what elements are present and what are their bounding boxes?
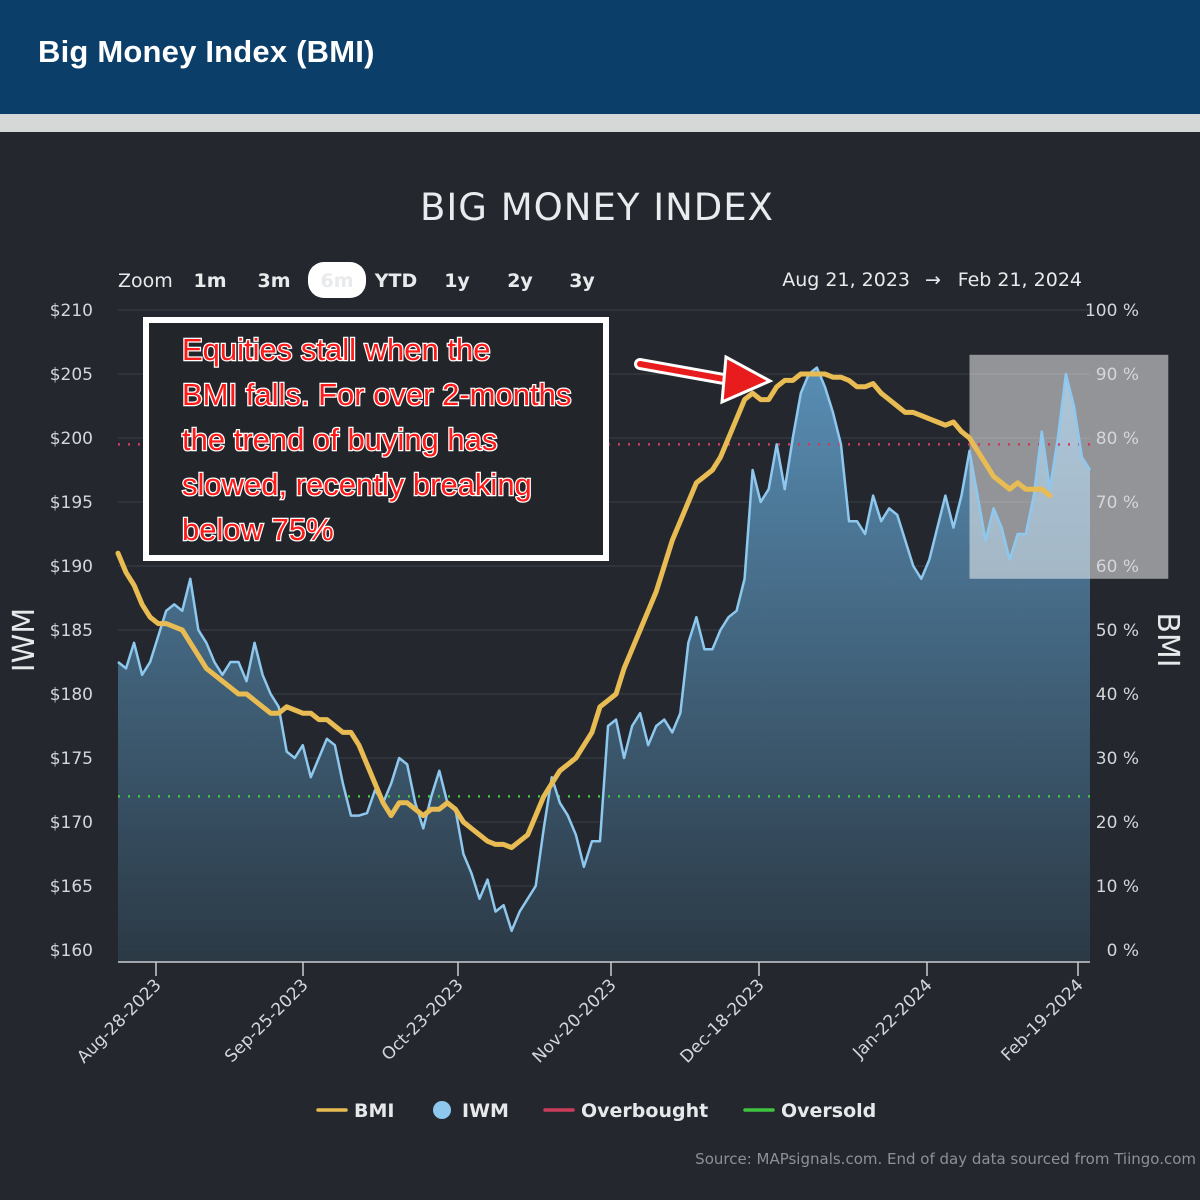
x-tick-label: Sep-25-2023 <box>221 975 312 1066</box>
x-tick-label: Oct-23-2023 <box>378 975 467 1064</box>
y-right-tick-label: 100 % <box>1085 301 1139 321</box>
y-right-tick-label: 0 % <box>1107 941 1139 961</box>
legend-item-bmi[interactable]: BMI <box>316 1100 394 1122</box>
y-right-tick-label: 50 % <box>1096 621 1139 641</box>
y-right-tick-label: 90 % <box>1096 365 1139 385</box>
zoom-option-3y[interactable]: 3y <box>569 270 595 292</box>
y-left-tick-label: $210 <box>50 301 93 321</box>
source-note: Source: MAPsignals.com. End of day data … <box>695 1150 1196 1168</box>
y-right-tick-label: 70 % <box>1096 493 1139 513</box>
y-left-tick-label: $160 <box>50 941 93 961</box>
bmi-line <box>115 371 1053 851</box>
highlight-box <box>969 354 1169 579</box>
y-right-tick-label: 80 % <box>1096 429 1139 449</box>
legend-item-overbought[interactable]: Overbought <box>543 1100 708 1122</box>
legend-label-bmi: BMI <box>354 1100 394 1122</box>
legend-item-iwm[interactable]: IWM <box>433 1100 509 1122</box>
y-right-axis-label: BMI <box>1150 612 1185 667</box>
annotation-arrow <box>634 354 774 405</box>
y-right-tick-label: 60 % <box>1096 557 1139 577</box>
x-tick-label: Jan-22-2024 <box>849 975 937 1063</box>
arrow-shaft <box>637 361 738 384</box>
y-right-tick-label: 40 % <box>1096 685 1139 705</box>
annotation-box <box>143 317 609 561</box>
y-left-tick-label: $200 <box>50 429 93 449</box>
x-tick-label: Feb-19-2024 <box>998 975 1088 1065</box>
legend-label-iwm: IWM <box>462 1100 509 1122</box>
zoom-option-1y[interactable]: 1y <box>444 270 470 292</box>
y-left-tick-label: $170 <box>50 813 93 833</box>
annotation-line: BMI falls. For over 2-months <box>182 377 571 412</box>
x-tick-label: Aug-28-2023 <box>73 975 165 1067</box>
legend-swatch-iwm <box>433 1101 451 1119</box>
zoom-selected-highlight <box>308 262 366 298</box>
annotation-line: the trend of buying has <box>182 422 497 457</box>
y-left-tick-label: $195 <box>50 493 93 513</box>
y-left-tick-label: $185 <box>50 621 93 641</box>
y-left-tick-label: $175 <box>50 749 93 769</box>
x-tick-label: Dec-18-2023 <box>677 975 769 1067</box>
header-bar: Big Money Index (BMI) <box>0 0 1200 114</box>
range-to: Feb 21, 2024 <box>958 269 1082 291</box>
zoom-option-2y[interactable]: 2y <box>507 270 533 292</box>
y-left-axis-label: IWM <box>7 608 42 672</box>
range-from: Aug 21, 2023 <box>782 269 910 291</box>
chart-title: BIG MONEY INDEX <box>420 186 774 229</box>
legend-item-oversold[interactable]: Oversold <box>743 1100 876 1122</box>
arrow-head <box>720 354 774 405</box>
annotation-line: below 75% <box>182 512 334 547</box>
iwm-area <box>118 367 1090 963</box>
y-left-tick-label: $190 <box>50 557 93 577</box>
page-title: Big Money Index (BMI) <box>38 34 375 69</box>
legend-label-overbought: Overbought <box>581 1100 708 1122</box>
y-left-tick-label: $165 <box>50 877 93 897</box>
header-divider <box>0 114 1200 132</box>
zoom-option-ytd[interactable]: YTD <box>374 270 418 292</box>
x-tick-label: Nov-20-2023 <box>529 975 621 1067</box>
y-right-tick-label: 10 % <box>1096 877 1139 897</box>
y-right-tick-label: 30 % <box>1096 749 1139 769</box>
zoom-option-3m[interactable]: 3m <box>257 270 290 292</box>
zoom-label: Zoom <box>118 270 173 292</box>
y-right-tick-label: 20 % <box>1096 813 1139 833</box>
zoom-option-6m[interactable]: 6m <box>320 270 353 292</box>
annotation-line: slowed, recently breaking <box>182 467 532 502</box>
zoom-option-1m[interactable]: 1m <box>193 270 226 292</box>
legend-label-oversold: Oversold <box>781 1100 876 1122</box>
annotation-line: Equities stall when the <box>182 332 490 367</box>
range-arrow: → <box>925 269 941 291</box>
y-left-tick-label: $205 <box>50 365 93 385</box>
y-left-tick-label: $180 <box>50 685 93 705</box>
